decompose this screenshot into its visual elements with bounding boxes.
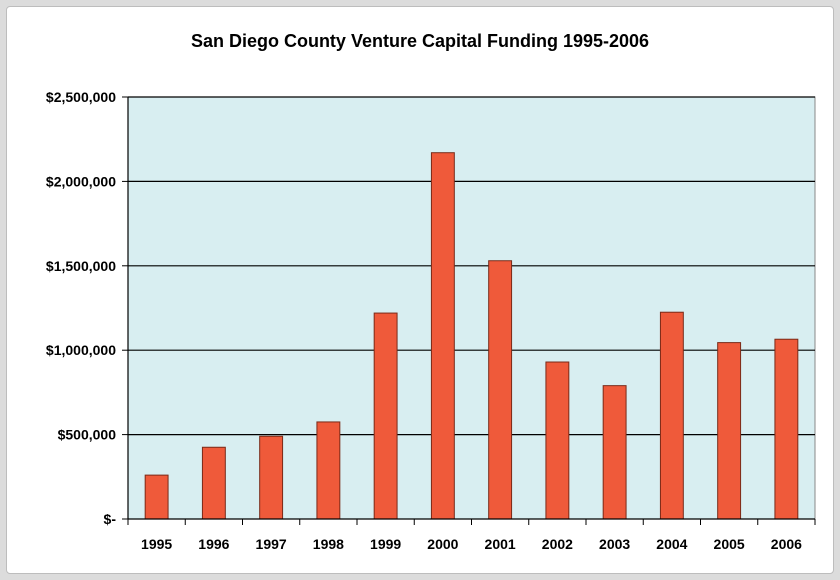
y-tick-label: $1,500,000 <box>46 258 116 274</box>
x-tick-label: 2006 <box>771 536 802 552</box>
bar-2006 <box>774 338 799 520</box>
x-tick-label: 2005 <box>714 536 745 552</box>
bar-2001 <box>488 260 513 520</box>
chart-title: San Diego County Venture Capital Funding… <box>190 31 650 51</box>
bar-2005 <box>717 342 742 520</box>
bar-1998 <box>316 421 341 520</box>
y-tick-label: $2,500,000 <box>46 89 116 105</box>
bar-1999 <box>373 312 398 520</box>
x-tick-label: 2003 <box>599 536 630 552</box>
x-tick-label: 1998 <box>313 536 344 552</box>
bar-2002 <box>545 361 570 520</box>
x-tick-label: 2004 <box>656 536 687 552</box>
plot-area <box>127 96 816 520</box>
x-tick-label: 2001 <box>485 536 516 552</box>
bar-1996 <box>201 446 226 520</box>
x-tick-label: 1996 <box>198 536 229 552</box>
x-tick-label: 2002 <box>542 536 573 552</box>
bar-2003 <box>602 385 627 520</box>
bar-1995 <box>144 474 169 520</box>
x-tick-label: 1997 <box>256 536 287 552</box>
y-tick-label: $2,000,000 <box>46 173 116 189</box>
y-tick-label: $1,000,000 <box>46 342 116 358</box>
y-tick-label: $500,000 <box>58 427 117 443</box>
bar-1997 <box>259 435 284 520</box>
x-tick-label: 1999 <box>370 536 401 552</box>
bar-2004 <box>659 311 684 520</box>
x-tick-label: 2000 <box>427 536 458 552</box>
y-tick-label: $- <box>104 511 117 527</box>
bar-2000 <box>430 152 455 520</box>
x-tick-label: 1995 <box>141 536 172 552</box>
